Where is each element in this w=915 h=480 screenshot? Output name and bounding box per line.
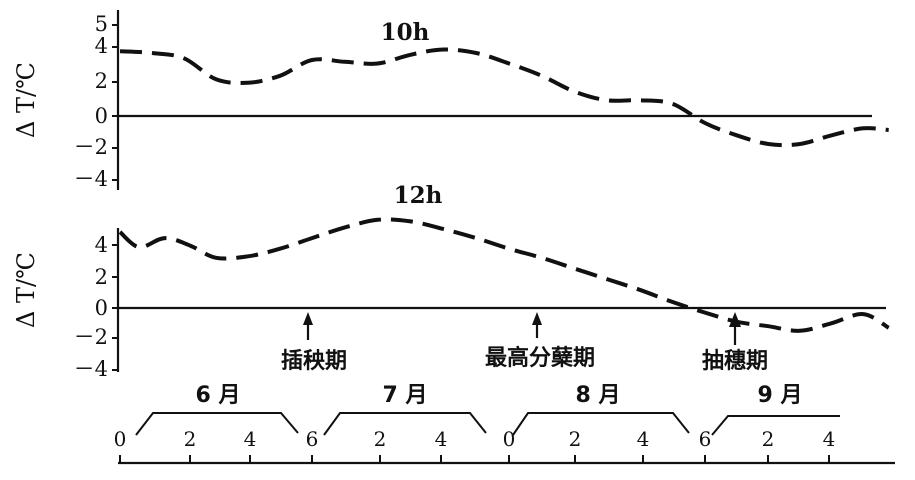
annotation-heading: 抽穗期 (702, 348, 768, 374)
upper-ytick-neg4: －4 (74, 167, 108, 191)
day-label-september-6: 6 (699, 427, 712, 451)
day-label-june-2: 2 (184, 427, 197, 451)
day-label-september-2: 2 (762, 427, 775, 451)
lower-ytick-neg4: －4 (74, 357, 108, 381)
upper-ytick-neg2: －2 (74, 135, 108, 159)
upper-ytick-0: 0 (95, 104, 108, 128)
upper-panel-axes (116, 10, 872, 190)
bracket-july (323, 412, 487, 436)
bracket-august (512, 412, 690, 436)
upper-ytick-4: 4 (95, 34, 108, 58)
day-label-september-4: 4 (823, 427, 836, 451)
upper-ytick-5: 5 (95, 12, 108, 36)
upper-y-ticks (112, 24, 118, 181)
day-label-july-2: 2 (374, 427, 387, 451)
month-label-july: 7 月 (383, 383, 428, 408)
heading-arrow (729, 312, 741, 345)
lower-ytick-0: 0 (95, 296, 108, 320)
max-tillering-arrow (532, 312, 542, 338)
month-label-september: 9 月 (758, 383, 803, 408)
annotation-max-tillering: 最高分蘖期 (485, 345, 595, 371)
month-label-june: 6 月 (196, 383, 241, 408)
lower-y-ticks (112, 244, 118, 371)
transplanting-arrow (303, 312, 313, 340)
lower-ytick-neg2: －2 (74, 325, 108, 349)
bracket-june (135, 412, 299, 436)
day-label-july-4: 4 (435, 427, 448, 451)
series-line-12h (118, 217, 890, 333)
series-label-12h: 12h (394, 182, 443, 209)
bracket-september (711, 415, 840, 436)
day-label-august-0: 0 (503, 427, 516, 451)
day-label-june-4: 4 (244, 427, 257, 451)
day-label-july-6: 6 (306, 427, 319, 451)
day-label-june-0: 0 (114, 427, 127, 451)
day-label-august-2: 2 (569, 427, 582, 451)
upper-y-axis-title: Δ T/℃ (12, 62, 40, 138)
series-label-10h: 10h (381, 19, 430, 46)
lower-y-axis-title: Δ T/℃ (12, 252, 40, 328)
lower-ytick-4: 4 (95, 233, 108, 257)
month-label-august: 8 月 (576, 383, 621, 408)
day-label-august-4: 4 (637, 427, 650, 451)
lower-panel-axes (116, 228, 886, 372)
series-line-10h (119, 47, 889, 148)
lower-ytick-2: 2 (95, 265, 108, 289)
annotation-transplanting: 插秧期 (281, 349, 347, 374)
upper-ytick-2: 2 (95, 69, 108, 93)
month-brackets (135, 412, 840, 436)
